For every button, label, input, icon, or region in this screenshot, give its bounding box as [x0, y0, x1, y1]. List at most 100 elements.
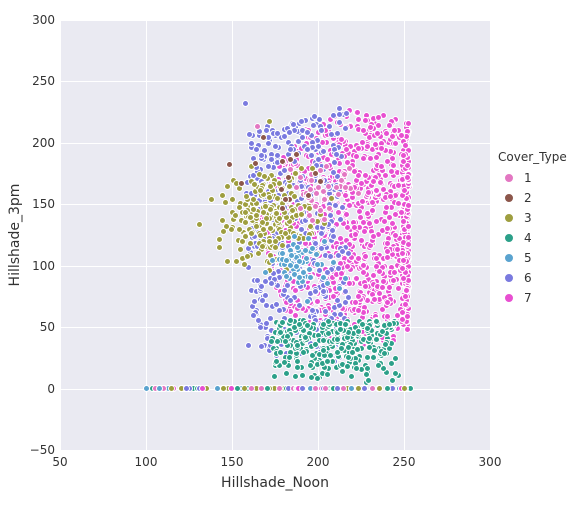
scatter-point: [282, 338, 289, 345]
scatter-point: [405, 120, 412, 127]
scatter-point: [402, 142, 409, 149]
scatter-point: [257, 187, 264, 194]
scatter-point: [260, 226, 267, 233]
scatter-point: [326, 123, 333, 130]
y-tick-label: 0: [47, 382, 55, 396]
scatter-point: [232, 212, 239, 219]
scatter-point: [266, 238, 273, 245]
legend: Cover_Type 1234567: [498, 150, 567, 308]
y-tick-label: 300: [32, 13, 55, 27]
scatter-point: [281, 133, 288, 140]
scatter-point: [402, 293, 409, 300]
scatter-point: [229, 196, 236, 203]
scatter-point: [342, 125, 349, 132]
legend-swatch-icon: [504, 193, 514, 203]
scatter-point: [343, 211, 350, 218]
scatter-point: [391, 127, 398, 134]
scatter-point: [355, 328, 362, 335]
scatter-point: [348, 385, 355, 392]
scatter-point: [279, 319, 286, 326]
scatter-point: [309, 245, 316, 252]
scatter-point: [384, 248, 391, 255]
scatter-point: [334, 349, 341, 356]
scatter-point: [315, 143, 322, 150]
scatter-point: [374, 130, 381, 137]
scatter-point: [373, 318, 380, 325]
scatter-point: [307, 274, 314, 281]
scatter-point: [236, 226, 243, 233]
scatter-point: [353, 153, 360, 160]
scatter-point: [306, 266, 313, 273]
scatter-point: [226, 161, 233, 168]
scatter-point: [266, 118, 273, 125]
scatter-point: [390, 162, 397, 169]
scatter-point: [405, 241, 412, 248]
legend-swatch-icon: [504, 273, 514, 283]
scatter-point: [386, 284, 393, 291]
x-tick-label: 300: [479, 455, 502, 469]
x-axis-label: Hillshade_Noon: [221, 475, 329, 491]
legend-swatch-icon: [504, 233, 514, 243]
scatter-point: [281, 287, 288, 294]
scatter-point: [224, 183, 231, 190]
legend-item: 6: [498, 268, 567, 288]
scatter-point: [401, 385, 408, 392]
scatter-point: [214, 385, 221, 392]
scatter-point: [382, 172, 389, 179]
scatter-point: [360, 127, 367, 134]
scatter-point: [355, 145, 362, 152]
x-tick-label: 250: [393, 455, 416, 469]
legend-label: 4: [524, 231, 532, 245]
scatter-point: [367, 155, 374, 162]
legend-item: 1: [498, 168, 567, 188]
scatter-point: [355, 190, 362, 197]
scatter-point: [400, 257, 407, 264]
legend-swatch-icon: [504, 293, 514, 303]
legend-item: 4: [498, 228, 567, 248]
scatter-point: [400, 275, 407, 282]
scatter-point: [288, 252, 295, 259]
scatter-point: [286, 183, 293, 190]
scatter-point: [314, 375, 321, 382]
scatter-point: [216, 244, 223, 251]
scatter-point: [392, 355, 399, 362]
scatter-point: [404, 326, 411, 333]
scatter-point: [371, 347, 378, 354]
legend-swatch-icon: [504, 253, 514, 263]
scatter-point: [342, 321, 349, 328]
scatter-point: [296, 321, 303, 328]
scatter-point: [323, 163, 330, 170]
scatter-point: [320, 347, 327, 354]
scatter-point: [336, 285, 343, 292]
scatter-point: [242, 209, 249, 216]
scatter-point: [294, 342, 301, 349]
legend-label: 2: [524, 191, 532, 205]
scatter-point: [383, 130, 390, 137]
scatter-point: [216, 236, 223, 243]
scatter-point: [246, 131, 253, 138]
legend-item: 3: [498, 208, 567, 228]
scatter-point: [403, 287, 410, 294]
scatter-point: [260, 209, 267, 216]
scatter-point: [320, 148, 327, 155]
x-tick-label: 150: [221, 455, 244, 469]
x-tick-label: 50: [52, 455, 67, 469]
scatter-point: [285, 174, 292, 181]
scatter-point: [382, 341, 389, 348]
chart-container: Hillshade_Noon Hillshade_3pm Cover_Type …: [0, 0, 588, 515]
scatter-point: [251, 298, 258, 305]
scatter-point: [386, 321, 393, 328]
scatter-point: [302, 247, 309, 254]
scatter-point: [294, 244, 301, 251]
scatter-point: [328, 131, 335, 138]
scatter-point: [373, 187, 380, 194]
legend-swatch-icon: [504, 173, 514, 183]
scatter-point: [183, 385, 190, 392]
scatter-point: [238, 180, 245, 187]
scatter-point: [224, 258, 231, 265]
scatter-point: [292, 373, 299, 380]
scatter-point: [370, 178, 377, 185]
scatter-point: [370, 233, 377, 240]
legend-label: 5: [524, 251, 532, 265]
scatter-point: [332, 202, 339, 209]
